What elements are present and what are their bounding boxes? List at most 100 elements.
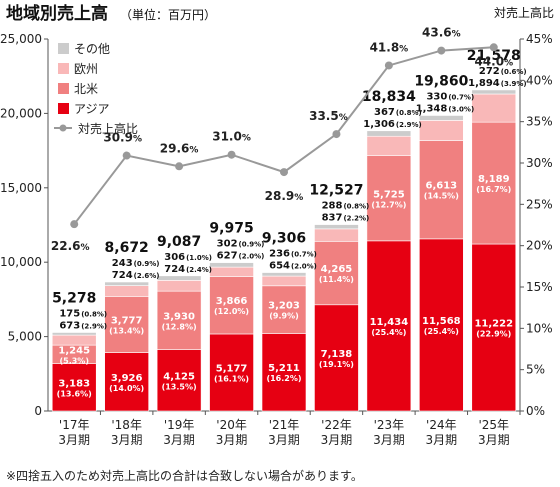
total-value: 9,306 (262, 231, 306, 247)
bar-2-1 (104, 285, 149, 297)
segment-value-top: 288 (322, 201, 343, 212)
ratio-label-number: 22.6 (51, 239, 81, 253)
legend-swatch (58, 43, 69, 54)
segment-pct-top: (2.0%) (291, 263, 317, 271)
bar-0-0 (51, 363, 97, 412)
x-category-year: '17年 (59, 418, 90, 432)
segment-pct: (25.4%) (371, 328, 406, 337)
ratio-label-number: 41.8 (370, 40, 400, 54)
segment-value-top: 1,306 (363, 119, 395, 130)
segment-pct-top: (2.0%) (239, 253, 265, 261)
total-value: 8,672 (105, 240, 149, 256)
segment-value: 3,183 (58, 378, 90, 389)
bar-2-5 (314, 228, 359, 242)
bar-2-0 (51, 334, 97, 346)
segment-pct-top: (0.7%) (291, 251, 317, 259)
ratio-label: 43.6% (422, 26, 461, 40)
segment-pct: (13.6%) (57, 389, 92, 398)
chart-unit-label: （単位：百万円） (120, 7, 216, 22)
segment-value-top: 724 (112, 270, 133, 281)
ratio-label-number: 33.5 (309, 109, 339, 123)
y2-tick-label: 35% (526, 115, 553, 129)
x-category-period: 3月期 (111, 433, 143, 447)
bar-1-7 (419, 140, 464, 240)
segment-pct: (14.0%) (109, 384, 144, 393)
segment-value: 11,434 (370, 317, 409, 328)
bar-2-8 (471, 93, 517, 123)
bar-2-2 (156, 280, 202, 292)
segment-pct-top: (2.4%) (186, 266, 212, 274)
y2-tick-label: 45% (526, 32, 553, 46)
bar-1-8 (471, 121, 517, 245)
legend-swatch (58, 83, 69, 94)
x-category-period: 3月期 (268, 433, 300, 447)
segment-pct: (25.4%) (424, 327, 459, 336)
ratio-line: 22.6%30.9%29.6%31.0%28.9%33.5%41.8%43.6%… (51, 26, 513, 254)
y2-tick-label: 30% (526, 156, 553, 170)
ratio-label-unit: % (504, 58, 513, 68)
ratio-point (122, 151, 131, 160)
bar-3-2 (156, 275, 202, 281)
segment-value: 3,777 (111, 315, 143, 326)
total-value: 21,578 (467, 48, 521, 64)
ratio-point (489, 43, 498, 52)
segment-pct: (22.9%) (476, 330, 511, 339)
bar-2-7 (419, 120, 464, 141)
x-category-period: 3月期 (216, 433, 248, 447)
bar-1-4 (261, 285, 307, 334)
x-category-period: 3月期 (163, 433, 195, 447)
y-tick-label: 20,000 (0, 106, 42, 120)
segment-value: 11,568 (422, 316, 461, 327)
x-category-year: '18年 (111, 418, 142, 432)
segment-pct: (5.3%) (59, 356, 89, 365)
ratio-label: 30.9% (103, 131, 142, 145)
ratio-label-unit: % (81, 243, 90, 253)
ratio-point (280, 168, 288, 177)
segment-pct-top: (0.9%) (134, 260, 160, 268)
bar-3-6 (366, 130, 412, 137)
bar-2-6 (366, 135, 412, 156)
segment-pct: (9.9%) (269, 312, 299, 321)
segment-pct-top: (0.8%) (343, 203, 369, 211)
ratio-label-number: 30.9 (103, 131, 133, 145)
segment-value-top: 673 (59, 320, 80, 331)
total-value: 18,834 (362, 89, 416, 105)
segment-value: 3,926 (111, 373, 143, 384)
bar-3-3 (209, 262, 254, 268)
legend-label: 対売上高比 (78, 121, 138, 136)
segment-value: 6,613 (426, 181, 458, 192)
segment-value-top: 330 (426, 91, 447, 102)
segment-labels: 3,183(13.6%) 1,245(5.3%) 3,926(14.0%) 3,777… (57, 66, 527, 398)
x-category-year: '21年 (269, 418, 300, 432)
segment-value: 3,866 (216, 296, 248, 307)
bar-1-1 (104, 296, 149, 353)
total-value: 5,278 (52, 290, 96, 306)
total-labels: 5,278 8,672 9,087 9,975 9,306 12,527 18,83419,… (52, 48, 521, 307)
total-value: 12,527 (309, 183, 363, 199)
footnote: ※四捨五入のため対売上高比の合計は合致しない場合があります。 (6, 468, 363, 483)
x-category-year: '20年 (216, 418, 247, 432)
x-category-year: '23年 (374, 418, 405, 432)
segment-pct-top: (3.9%) (501, 80, 527, 88)
y-tick-label: 15,000 (0, 181, 42, 195)
ratio-label: 29.6% (160, 141, 199, 155)
segment-pct-top: (3.0%) (448, 105, 474, 113)
segment-value: 4,265 (321, 264, 353, 275)
segment-pct: (12.7%) (371, 200, 406, 209)
bar-3-0 (51, 332, 97, 336)
ratio-label-number: 29.6 (160, 141, 190, 155)
bar-0-3 (209, 333, 254, 412)
segment-pct-top: (2.6%) (134, 272, 160, 280)
segment-value-top: 654 (269, 261, 290, 272)
bar-3-1 (104, 281, 149, 286)
ratio-label-number: 44.0 (474, 54, 504, 68)
segment-value-top: 302 (217, 239, 238, 250)
chart-title: 地域別売上高 (6, 3, 108, 24)
y-tick-label: 0 (34, 404, 42, 418)
ratio-label-number: 31.0 (212, 130, 242, 144)
right-axis-title: 対売上高比 (494, 5, 554, 20)
bar-0-5 (314, 304, 359, 412)
y-tick-label: 25,000 (0, 32, 42, 46)
y2-tick-label: 0% (526, 404, 545, 418)
